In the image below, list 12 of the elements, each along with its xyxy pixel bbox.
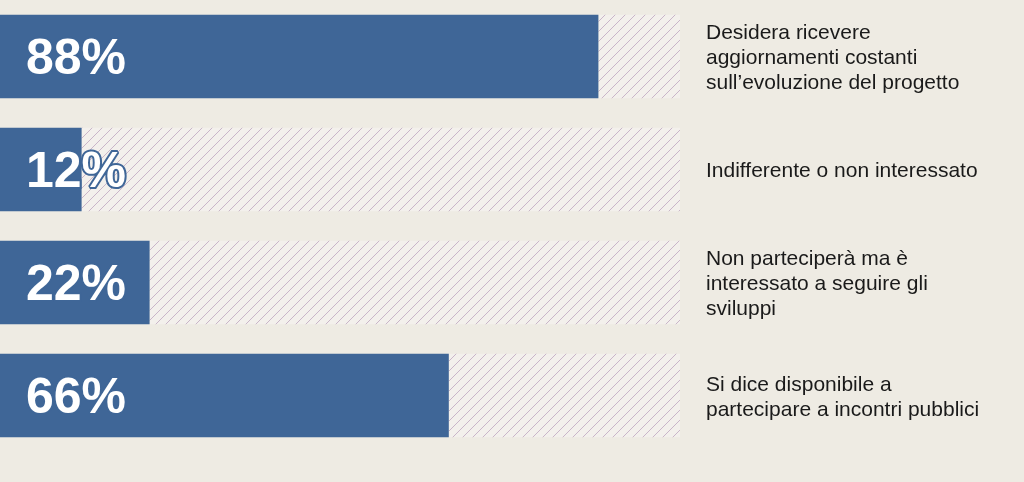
data-label: 22% xyxy=(26,254,127,311)
bar xyxy=(598,14,680,99)
data-label: 88% xyxy=(26,28,127,85)
y-tick-label: Indifferente o non interessato xyxy=(706,158,978,181)
bar xyxy=(448,353,680,438)
bar xyxy=(0,353,449,438)
bar xyxy=(0,14,599,99)
data-label: 66% xyxy=(26,367,127,424)
y-tick-label: Non parteciperà ma è interessato a seguire gli sviluppi xyxy=(706,246,934,319)
y-tick-label: Desidera ricevere aggiornamenti costanti sull’evoluzione del progetto xyxy=(706,20,960,93)
bar xyxy=(149,240,680,325)
y-tick-label: Si dice disponibile a partecipare a incontri pubblici xyxy=(706,371,980,420)
